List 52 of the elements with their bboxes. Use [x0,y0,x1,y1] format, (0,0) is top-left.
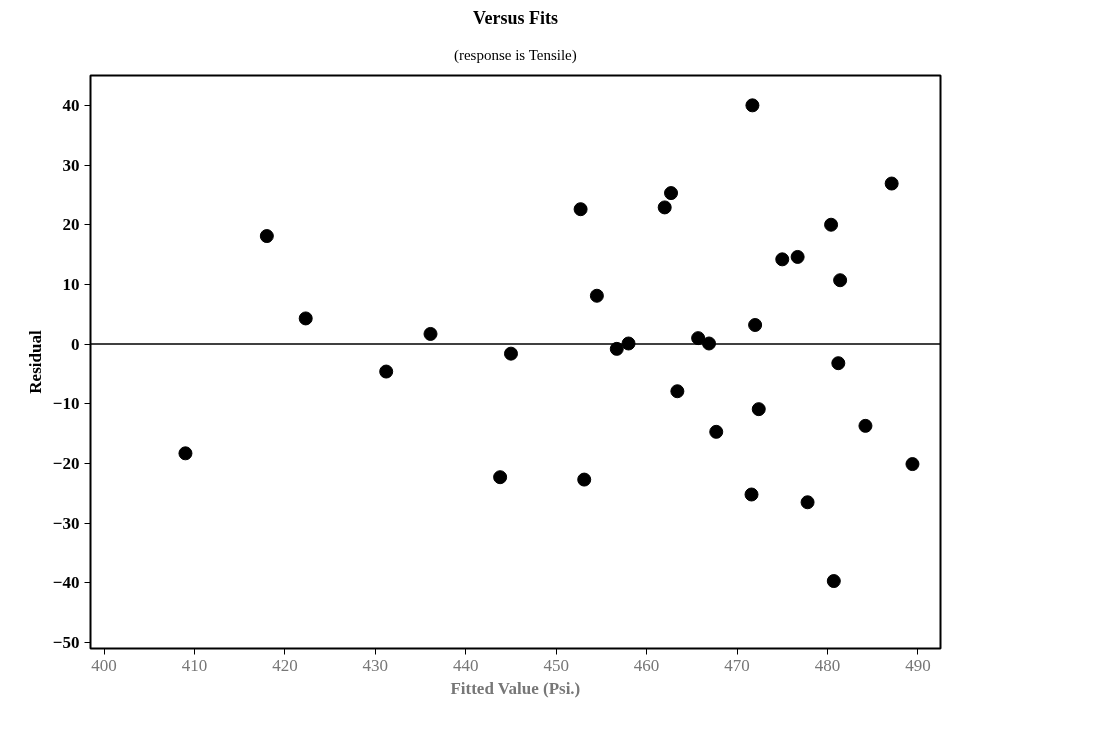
point [259,229,274,244]
point [748,318,763,332]
point [379,364,394,379]
point [745,98,760,113]
x-tick-label: 460 [633,655,660,675]
point [744,487,759,502]
x-tick-label: 480 [814,655,841,675]
point [800,495,815,510]
point [664,186,679,201]
point [824,217,839,232]
x-tick-label: 420 [272,655,298,675]
x-tick-label: 440 [453,655,479,675]
point [833,273,848,288]
point [884,176,899,191]
x-tick-label: 400 [91,655,117,675]
point [589,288,604,303]
y-axis-title: Residual [25,330,45,394]
point [577,472,592,487]
y-tick-label: 40 [62,95,80,115]
y-tick-label: 10 [62,274,80,294]
chart-title: Versus Fits [473,7,558,28]
point [657,200,672,215]
x-tick-label: 470 [724,655,750,675]
point [790,249,805,264]
point [905,457,920,472]
x-tick-label: 490 [905,655,931,675]
y-tick-label: −40 [52,573,80,593]
point [178,446,193,461]
point [858,418,873,433]
y-tick-label: 0 [71,334,80,354]
y-tick-label: −50 [52,633,80,653]
point [831,356,846,371]
x-axis-title: Fitted Value (Psi.) [450,678,581,698]
point [670,384,685,399]
point [423,326,438,341]
y-tick-label: 30 [62,155,80,175]
point [751,402,766,417]
point [826,574,841,589]
x-tick-label: 410 [181,655,208,675]
y-tick-label: −20 [52,453,80,473]
y-tick-label: 20 [62,215,80,235]
point [775,252,790,267]
point [503,346,518,361]
y-tick-label: −10 [52,394,80,414]
point [493,470,508,485]
x-tick-label: 450 [543,655,569,675]
chart-subtitle: (response is Tensile) [453,47,577,64]
point [298,311,313,326]
point [709,424,724,439]
point [573,202,588,217]
y-tick-label: −30 [52,513,80,533]
x-tick-label: 430 [362,655,389,675]
